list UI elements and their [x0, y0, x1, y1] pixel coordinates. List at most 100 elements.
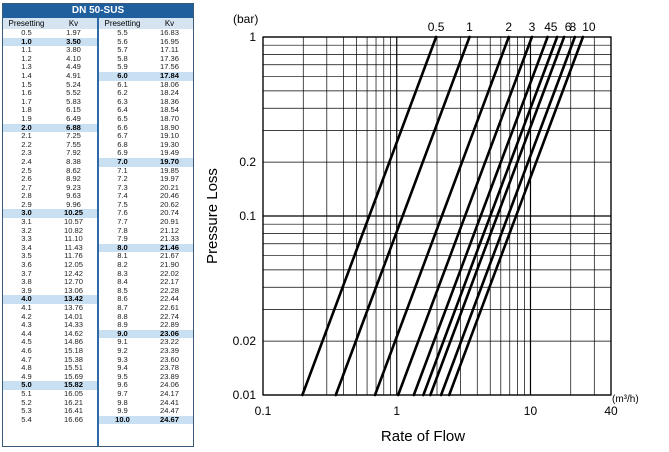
kv-cell: 11.76	[64, 251, 83, 261]
series-line-8	[439, 35, 577, 397]
table-row: 8.1 21.67	[99, 252, 193, 261]
table-row: 5.4 16.66	[3, 414, 97, 425]
kv-cell: 14.33	[63, 320, 83, 330]
presetting-cell: 8.1	[117, 251, 128, 261]
table-row: 2.0 6.88	[3, 122, 97, 133]
presetting-cell: 4.2	[21, 311, 32, 321]
presetting-cell: 4.1	[21, 303, 32, 312]
kv-cell: 16.66	[63, 414, 83, 424]
kv-cell: 4.91	[66, 70, 81, 80]
series-label: 10	[582, 20, 596, 34]
kv-cell: 18.54	[159, 105, 179, 115]
presetting-cell: 7.8	[117, 225, 128, 235]
table-row: 4.8 15.51	[3, 364, 97, 373]
table-row: 3.2 10.82	[3, 226, 97, 236]
table-row: 8.5 22.28	[99, 286, 193, 296]
table-row: 8.4 22.17	[99, 278, 193, 287]
kv-cell: 14.86	[63, 337, 83, 347]
presetting-cell: 8.9	[117, 320, 128, 330]
presetting-cell: 3.9	[21, 285, 32, 295]
kv-cell: 24.06	[159, 380, 179, 390]
table-row: 7.2 19.97	[99, 174, 193, 184]
table-row: 3.0 10.25	[3, 209, 97, 219]
kv-cell: 5.83	[66, 96, 81, 106]
kv-cell: 8.38	[66, 156, 81, 166]
presetting-cell: 7.7	[117, 217, 128, 227]
table-row: 3.6 12.05	[3, 260, 97, 270]
table-row: 6.9 19.49	[99, 149, 193, 158]
presetting-cell: 7.4	[117, 191, 128, 201]
table-row: 2.8 9.63	[3, 192, 97, 201]
table-row: 9.4 23.78	[99, 364, 193, 373]
table-row: 6.5 18.70	[99, 113, 193, 124]
table-row: 3.7 12.42	[3, 269, 97, 279]
kv-cell: 6.88	[66, 122, 81, 132]
kv-cell: 15.38	[63, 354, 83, 364]
presetting-cell: 4.7	[21, 354, 32, 364]
table-row: 2.1 7.25	[3, 132, 97, 141]
series-line-0-5	[301, 35, 438, 397]
table-row: 7.0 19.70	[99, 156, 193, 167]
series-line-6	[429, 35, 566, 397]
kv-cell: 19.70	[159, 156, 179, 166]
presetting-cell: 7.9	[117, 234, 128, 244]
kv-cell: 9.63	[66, 191, 81, 201]
chart-series: 0.5 1 2 3 4 5 68 10	[301, 20, 596, 397]
table-row: 1.9 6.49	[3, 114, 97, 124]
table-row: 7.3 20.21	[99, 183, 193, 193]
table-row: 3.4 11.43	[3, 243, 97, 253]
table-row: 1.4 4.91	[3, 70, 97, 81]
table-row: 3.1 10.57	[3, 217, 97, 227]
presetting-cell: 4.9	[21, 371, 32, 381]
kv-cell: 24.47	[159, 406, 179, 416]
table-row: 1.1 3.80	[3, 46, 97, 55]
kv-cell: 24.67	[159, 414, 179, 424]
presetting-cell: 9.0	[117, 328, 128, 338]
header-presetting: Presetting	[8, 19, 45, 28]
kv-cell: 17.56	[159, 62, 179, 72]
kv-cell: 9.23	[66, 182, 81, 192]
presetting-cell: 6.9	[117, 148, 128, 158]
presetting-cell: 1.5	[21, 79, 32, 89]
presetting-cell: 8.3	[117, 268, 128, 278]
presetting-cell: 8.4	[117, 277, 128, 287]
table-row: 8.0 21.46	[99, 242, 193, 253]
table-row: 8.7 22.61	[99, 303, 193, 313]
presetting-cell: 9.5	[117, 371, 128, 381]
kv-cell: 19.30	[159, 139, 179, 149]
x-tick-label: 0.1	[255, 404, 272, 418]
kv-cell: 21.90	[159, 260, 179, 270]
kv-cell: 18.70	[159, 113, 179, 123]
presetting-cell: 7.6	[117, 208, 128, 218]
presetting-cell: 0.5	[21, 28, 32, 37]
table-row: 4.5 14.86	[3, 338, 97, 347]
kv-cell: 8.92	[66, 174, 81, 184]
presetting-cell: 3.8	[21, 277, 32, 287]
y-tick-label: 0.1	[239, 209, 256, 223]
kv-cell: 15.69	[63, 371, 83, 381]
table-row: 2.5 8.62	[3, 166, 97, 176]
table-row: 6.0 17.84	[99, 71, 193, 81]
presetting-cell: 9.2	[117, 345, 128, 355]
table-row: 8.3 22.02	[99, 268, 193, 279]
table-row: 5.6 16.95	[99, 37, 193, 47]
kv-cell: 14.62	[63, 328, 83, 338]
table-row: 9.3 23.60	[99, 355, 193, 365]
table-row: 5.7 17.11	[99, 46, 193, 55]
presetting-cell: 2.8	[21, 191, 32, 201]
table-row: 6.1 18.06	[99, 80, 193, 90]
kv-cell: 7.25	[66, 131, 81, 141]
table-title: DN 50-SUS	[3, 4, 193, 18]
kv-cell: 5.24	[66, 79, 81, 89]
table-row: 5.0 15.82	[3, 381, 97, 390]
presetting-cell: 4.3	[21, 320, 32, 330]
table-row: 6.4 18.54	[99, 106, 193, 115]
table-row: 5.8 17.36	[99, 54, 193, 64]
table-row: 8.9 22.89	[99, 321, 193, 330]
kv-cell: 7.55	[66, 139, 81, 149]
presetting-cell: 8.0	[117, 242, 128, 252]
table-row: 7.1 19.85	[99, 166, 193, 176]
presetting-cell: 5.5	[117, 28, 128, 37]
kv-cell: 15.18	[63, 345, 83, 355]
presetting-cell: 1.3	[21, 62, 32, 72]
